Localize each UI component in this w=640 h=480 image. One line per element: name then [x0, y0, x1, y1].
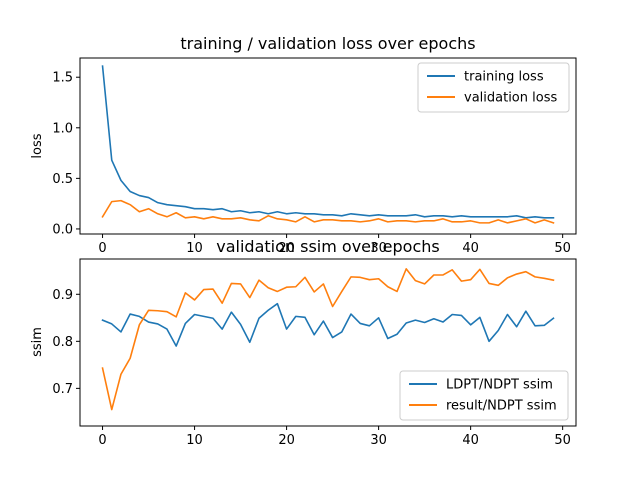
ssim-x-ticks: 0 10 20 30 40 50: [98, 426, 571, 448]
ssim-x-tick-label: 10: [186, 433, 203, 448]
loss-y-tick-label: 0.5: [52, 172, 73, 187]
loss-chart-title: training / validation loss over epochs: [180, 34, 475, 53]
series-line-training-loss: [101, 65, 555, 219]
loss-legend: training loss validation loss: [417, 62, 570, 113]
ssim-legend-box: [399, 370, 569, 421]
ssim-y-axis-label: ssim: [30, 327, 45, 357]
ssim-y-tick-label: 0.8: [52, 335, 73, 350]
ssim-series-layer: [101, 268, 555, 411]
loss-x-tick-label: 20: [278, 241, 295, 256]
ssim-x-tick-label: 40: [462, 433, 479, 448]
ssim-axes-frame: [79, 258, 577, 427]
loss-axes-frame: [79, 57, 577, 235]
loss-legend-box: [417, 62, 570, 113]
loss-panel: training / validation loss over epochs 0…: [30, 34, 577, 256]
loss-series-layer: [101, 65, 555, 224]
loss-y-tick-label: 1.0: [52, 121, 73, 136]
loss-x-tick-label: 40: [462, 241, 479, 256]
ssim-x-tick-label: 0: [98, 433, 106, 448]
legend-label-validation-loss: validation loss: [464, 91, 557, 106]
ssim-legend: LDPT/NDPT ssim result/NDPT ssim: [399, 370, 569, 421]
loss-x-tick-label: 10: [186, 241, 203, 256]
ssim-y-ticks: 0.7 0.8 0.9: [52, 288, 80, 397]
ssim-panel: validation ssim over epochs 0 10 20 30 40 50 …: [30, 237, 577, 448]
loss-y-axis-label: loss: [30, 133, 45, 158]
loss-x-tick-label: 30: [370, 241, 387, 256]
series-line-ldpt-ndpt-ssim: [101, 302, 555, 347]
ssim-y-tick-label: 0.7: [52, 382, 73, 397]
ssim-y-tick-label: 0.9: [52, 288, 73, 303]
loss-x-ticks: 0 10 20 30 40 50: [98, 234, 571, 256]
loss-y-tick-label: 0.0: [52, 222, 73, 237]
ssim-chart-title: validation ssim over epochs: [216, 237, 439, 256]
loss-y-tick-label: 1.5: [52, 71, 73, 86]
legend-label-result-ndpt-ssim: result/NDPT ssim: [446, 399, 557, 414]
ssim-x-tick-label: 50: [554, 433, 571, 448]
loss-x-tick-label: 0: [98, 241, 106, 256]
series-line-result-ndpt-ssim: [101, 268, 555, 411]
ssim-x-tick-label: 30: [370, 433, 387, 448]
ssim-x-tick-label: 20: [278, 433, 295, 448]
series-line-validation-loss: [101, 199, 555, 224]
loss-y-ticks: 0.0 0.5 1.0 1.5: [52, 71, 80, 237]
legend-label-ldpt-ndpt-ssim: LDPT/NDPT ssim: [446, 378, 553, 393]
loss-x-tick-label: 50: [554, 241, 571, 256]
legend-label-training-loss: training loss: [464, 70, 544, 85]
